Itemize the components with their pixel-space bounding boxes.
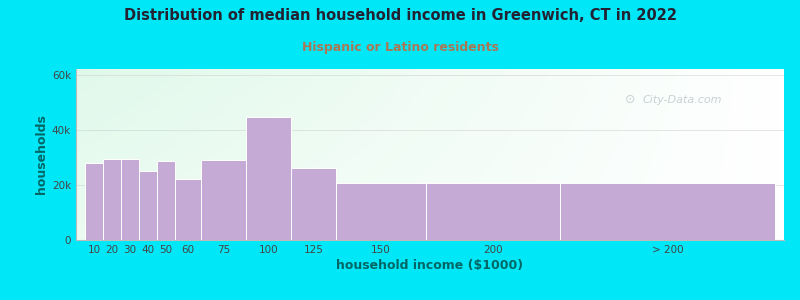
Text: City-Data.com: City-Data.com — [642, 95, 722, 105]
Text: ⊙: ⊙ — [625, 93, 635, 106]
Bar — [246, 117, 291, 240]
Bar — [291, 168, 336, 240]
Bar — [85, 163, 103, 240]
Bar — [138, 171, 157, 240]
Bar — [426, 184, 560, 240]
Bar — [560, 184, 775, 240]
X-axis label: household income ($1000): household income ($1000) — [337, 259, 523, 272]
Bar — [202, 160, 246, 240]
Bar — [121, 159, 138, 240]
Text: Hispanic or Latino residents: Hispanic or Latino residents — [302, 40, 498, 53]
Y-axis label: households: households — [34, 115, 48, 194]
Text: Distribution of median household income in Greenwich, CT in 2022: Distribution of median household income … — [123, 8, 677, 22]
Bar — [336, 184, 426, 240]
Bar — [103, 159, 121, 240]
Bar — [157, 161, 174, 240]
Bar — [174, 179, 202, 240]
